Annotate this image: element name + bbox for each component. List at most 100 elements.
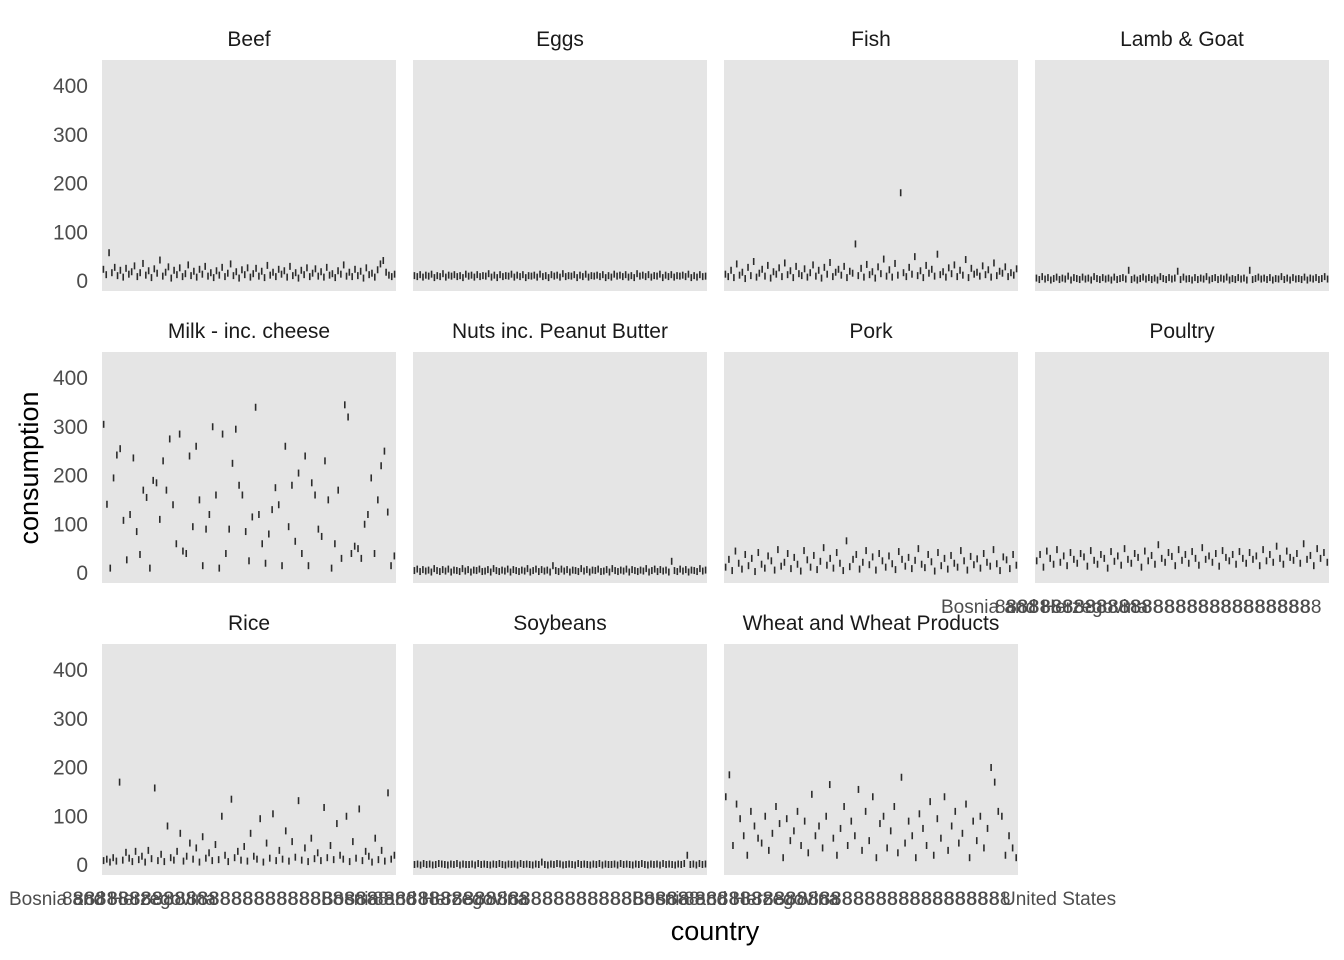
facet-strip-label: Soybeans [513,612,606,635]
x-tick-label: 88 [876,889,897,910]
x-tick-label: 88 [119,889,140,910]
x-tick-label: 88 [130,889,151,910]
x-tick-label: 88 [1278,597,1299,618]
x-tick-label: 88 [475,889,496,910]
x-tick-label: 88 [356,889,377,910]
x-tick-label: 88 [763,889,784,910]
x-tick-label: 88 [407,889,428,910]
x-tick-label: 88 [786,889,807,910]
facet-strip-label: Milk - inc. cheese [168,320,330,343]
facet-panel-fish: Fish [724,28,1018,291]
x-tick-label: 88 [1006,597,1027,618]
x-tick-label: 88 [854,889,875,910]
x-tick-label: 88 [1210,597,1231,618]
x-tick-label: 88 [373,889,394,910]
x-tick-label: 88 [1108,597,1129,618]
x-tick-label: Bosnia and Herzegovina [9,889,216,910]
x-tick-label: United States [1002,889,1116,910]
x-tick-label: 88 [808,889,829,910]
x-tick-label: 88 [1187,597,1208,618]
x-tick-label: 88 [288,889,309,910]
facet-panel-nuts-inc-peanut-butter: Nuts inc. Peanut Butter [413,320,707,583]
facet-strip-label: Nuts inc. Peanut Butter [452,320,668,343]
x-tick-label: 88 [441,889,462,910]
facet-panel-lamb-goat: Lamb & Goat [1035,28,1329,291]
facet-panel-pork: Pork [724,320,1018,583]
panel-background [413,352,707,583]
x-tick-label: 88 [243,889,264,910]
y-tick-label: 300 [53,124,88,147]
x-axis-title: country [671,916,760,946]
x-tick-label: 88 [141,889,162,910]
x-tick-label: 88 [1040,597,1061,618]
facet-panels: Beef 0 100 200 300 400 Eggs Fish Lamb & Goat Milk… [9,28,1329,910]
x-tick-label: 88 [345,889,366,910]
x-tick-label: 88 [311,889,332,910]
x-tick-label: 88 [967,889,988,910]
x-tick-label: 88 [1074,597,1095,618]
x-tick-label: 88 [73,889,94,910]
x-tick-label: 88 [899,889,920,910]
y-tick-label: 400 [53,659,88,682]
x-tick-label: 88 [520,889,541,910]
x-tick-label: 88 [644,889,665,910]
x-tick-label: 88 [1176,597,1197,618]
x-tick-label: 88 [774,889,795,910]
facet-strip-label: Eggs [536,28,584,51]
x-tick-label: 88 [633,889,654,910]
facet-strip-label: Pork [849,320,893,343]
x-tick-label: 88 [678,889,699,910]
x-tick-label: 88 [266,889,287,910]
x-tick-label: 88 [729,889,750,910]
panel-background [724,644,1018,875]
y-tick-label: 200 [53,757,88,780]
x-tick-labels: Bosnia and Herzegovina888888888888888888… [9,889,388,910]
panel-background [1035,352,1329,583]
x-tick-label: 88 [62,889,83,910]
x-tick-label: 88 [554,889,575,910]
x-tick-label: 88 [254,889,275,910]
x-tick-label: 88 [588,889,609,910]
x-tick-label: 88 [667,889,688,910]
x-tick-labels: Bosnia and Herzegovina888888888888888888… [632,889,1116,910]
panel-background [724,352,1018,583]
facet-strip-label: Rice [228,612,270,635]
x-tick-label: 88 [910,889,931,910]
y-axis-title: consumption [14,391,44,544]
y-tick-label: 200 [53,465,88,488]
x-tick-label: 88 [888,889,909,910]
x-tick-label: 88 [752,889,773,910]
x-tick-label: 88 [107,889,128,910]
y-tick-label: 300 [53,708,88,731]
x-tick-label: 88 [299,889,320,910]
x-tick-label: 88 [1052,597,1073,618]
facet-strip-label: Fish [851,28,891,51]
x-tick-label: 88 [1119,597,1140,618]
x-tick-label: 88 [599,889,620,910]
x-tick-label: 88 [322,889,343,910]
x-tick-label: 88 [1199,597,1220,618]
x-tick-labels: Bosnia and Herzegovina888888888888888888… [941,597,1321,618]
x-tick-label: 88 [175,889,196,910]
x-tick-label: 88 [1244,597,1265,618]
x-tick-label: 88 [577,889,598,910]
panel-background [724,60,1018,291]
facet-strip-label: Poultry [1149,320,1215,343]
panel-background [102,60,396,291]
y-tick-label: 0 [76,854,88,877]
x-tick-label: 88 [509,889,530,910]
x-tick-label: 88 [1029,597,1050,618]
x-tick-label: 88 [718,889,739,910]
x-tick-label: 88 [367,889,388,910]
x-tick-label: 88 [1142,597,1163,618]
x-tick-label: 88 [978,889,999,910]
x-tick-label: 88 [198,889,219,910]
x-tick-label: 88 [820,889,841,910]
x-tick-label: 88 [741,889,762,910]
x-tick-label: 88 [85,889,106,910]
x-tick-label: 88 [384,889,405,910]
x-tick-label: 88 [1300,597,1321,618]
y-tick-label: 100 [53,221,88,244]
x-tick-label: 88 [418,889,439,910]
